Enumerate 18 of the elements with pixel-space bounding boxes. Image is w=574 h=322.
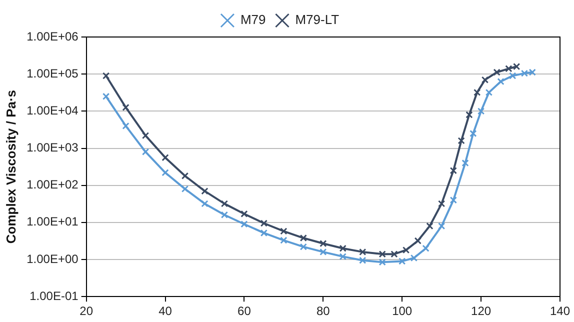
y-tick-label: 1.00E+00 [26, 252, 79, 266]
x-tick-label: 120 [471, 304, 492, 318]
y-tick-label: 1.00E+03 [26, 140, 79, 155]
x-tick-label: 100 [392, 304, 412, 318]
y-tick-label: 1.00E+05 [26, 66, 79, 80]
x-tick-label: 20 [80, 304, 94, 318]
y-tick-label: 1.00E+06 [26, 29, 79, 44]
y-tick-label: 1.00E+02 [26, 178, 79, 192]
y-tick-label: 1.00E+04 [26, 103, 79, 118]
x-tick-label: 60 [238, 304, 252, 318]
x-tick-label: 80 [316, 304, 330, 318]
y-tick-label: 1.00E+01 [26, 214, 79, 229]
x-tick-label: 40 [158, 304, 172, 318]
legend-label: M79 [240, 12, 266, 28]
x-tick-label: 140 [550, 304, 570, 318]
y-axis-title: Complex Viscosity / Pa·s [3, 90, 18, 244]
legend-label: M79-LT [295, 12, 340, 28]
y-tick-label: 1.00E-01 [30, 288, 79, 303]
